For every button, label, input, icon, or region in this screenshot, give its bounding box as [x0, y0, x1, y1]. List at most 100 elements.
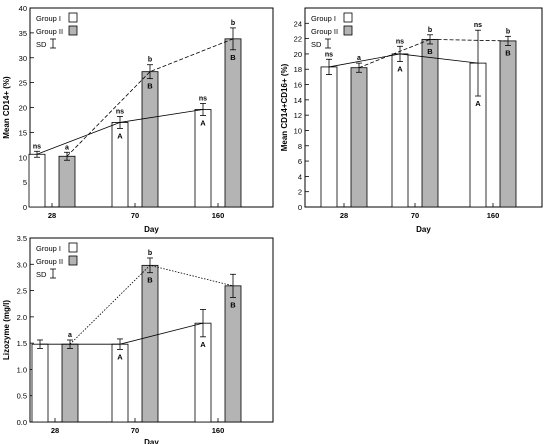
y-axis-title: Mean CD14+ (%) — [2, 76, 11, 139]
y-tick-label: 10 — [294, 126, 302, 135]
y-tick-label: 8 — [298, 142, 302, 151]
y-tick-label: 40 — [19, 4, 27, 13]
bar-2-28 — [58, 155, 76, 208]
legend: Group I Group II SD — [36, 242, 78, 279]
bar-2-28 — [61, 343, 79, 423]
legend-label: Group II — [36, 27, 63, 36]
bar-1-160 — [194, 322, 212, 423]
x-tick-label: 70 — [411, 211, 419, 220]
significance-label: a — [357, 55, 361, 62]
y-tick-label: 1.5 — [17, 339, 27, 348]
significance-label: b — [231, 20, 235, 27]
significance-label: a — [65, 144, 69, 151]
x-tick-label: 160 — [212, 211, 225, 220]
bar-2-70 — [141, 71, 159, 208]
significance-label: ns — [116, 108, 124, 115]
y-tick-label: 15 — [19, 128, 27, 137]
chart-panel-bottom-left: 0.0 0.5 1.0 1.5 2.0 2.5 3.0 3.5 Lizozyme (mg/l) D… — [2, 234, 274, 444]
y-tick-label: 10 — [19, 153, 27, 162]
significance-label: b — [506, 28, 510, 35]
y-tick-label: 2 — [298, 188, 302, 197]
y-tick-label: 16 — [294, 81, 302, 90]
significance-label: ns — [33, 143, 41, 150]
y-tick-label: 1.0 — [17, 365, 27, 374]
significance-label: ns — [396, 38, 404, 45]
x-tick-label: 70 — [131, 426, 139, 435]
y-tick-label: 12 — [294, 111, 302, 120]
y-tick-label: 4 — [298, 172, 302, 181]
group-letter-label: B — [427, 47, 433, 56]
group-letter-label: A — [117, 131, 123, 140]
x-tick-label: 28 — [51, 426, 59, 435]
y-tick-label: 20 — [294, 50, 302, 59]
bar-2-70 — [421, 38, 439, 208]
y-tick-label: 0 — [298, 203, 302, 212]
group-letter-label: B — [230, 300, 236, 309]
legend-sd-label: SD — [36, 40, 47, 49]
group-letter-label: A — [475, 99, 481, 108]
bar-2-28 — [350, 67, 368, 208]
bar-2-70 — [141, 264, 159, 423]
trend-line-2 — [66, 38, 234, 157]
legend-label: Group I — [36, 14, 61, 23]
legend-swatch — [68, 242, 78, 253]
y-tick-label: 2.5 — [17, 287, 27, 296]
significance-label: ns — [325, 51, 333, 58]
legend-sd-label: SD — [311, 40, 322, 49]
significance-label: b — [148, 57, 152, 64]
bar-2-160 — [499, 40, 517, 208]
x-tick-label: 28 — [340, 211, 348, 220]
y-tick-label: 0.5 — [17, 392, 27, 401]
y-axis-title: Lizozyme (mg/l) — [2, 300, 11, 360]
x-tick-label: 28 — [48, 211, 56, 220]
x-tick-label: 160 — [212, 426, 225, 435]
y-tick-label: 5 — [23, 178, 27, 187]
group-letter-label: A — [200, 340, 206, 349]
legend-sd-label: SD — [36, 270, 47, 279]
group-letter-label: A — [200, 118, 206, 127]
legend-swatch — [343, 25, 353, 36]
y-tick-label: 22 — [294, 35, 302, 44]
group-letter-label: B — [147, 276, 153, 285]
group-letter-label: B — [505, 49, 511, 58]
legend-label: Group I — [311, 14, 336, 23]
x-axis-title: Day — [144, 438, 159, 444]
legend-swatch — [68, 12, 78, 23]
trend-line-1 — [40, 322, 204, 345]
y-tick-label: 24 — [294, 19, 302, 28]
legend-swatch — [343, 12, 353, 23]
legend: Group I Group II SD — [36, 12, 78, 49]
trend-line-2 — [358, 38, 509, 69]
bar-1-28 — [320, 66, 338, 208]
trend-line-2 — [69, 264, 234, 345]
significance-label: b — [148, 250, 152, 257]
y-tick-label: 0.0 — [17, 418, 27, 427]
bar-1-28 — [31, 343, 49, 423]
legend-label: Group I — [36, 244, 61, 253]
y-tick-label: 3.0 — [17, 260, 27, 269]
group-letter-label: A — [397, 65, 403, 74]
significance-label: ns — [474, 22, 482, 29]
y-axis-title: Mean CD14+CD16+ (%) — [280, 63, 289, 151]
group-letter-label: A — [117, 352, 123, 361]
x-tick-label: 160 — [487, 211, 500, 220]
trend-line-1 — [36, 109, 204, 155]
y-tick-label: 20 — [19, 104, 27, 113]
y-tick-label: 0 — [23, 203, 27, 212]
significance-label: a — [68, 332, 72, 339]
trend-line-1 — [328, 53, 479, 68]
x-axis-title: Day — [144, 225, 159, 234]
chart-panel-top-left: 0 5 10 15 20 25 30 35 40 Mean CD14+ (%) Day 28 ns a 70… — [2, 4, 274, 234]
legend-label: Group II — [36, 257, 63, 266]
group-letter-label: B — [147, 82, 153, 91]
x-tick-label: 70 — [131, 211, 139, 220]
significance-label: b — [428, 27, 432, 34]
bar-1-28 — [28, 153, 46, 208]
legend-swatch — [68, 25, 78, 36]
y-tick-label: 35 — [19, 29, 27, 38]
bar-1-70 — [391, 53, 409, 208]
y-tick-label: 3.5 — [17, 234, 27, 243]
legend: Group I Group II SD — [311, 12, 353, 49]
